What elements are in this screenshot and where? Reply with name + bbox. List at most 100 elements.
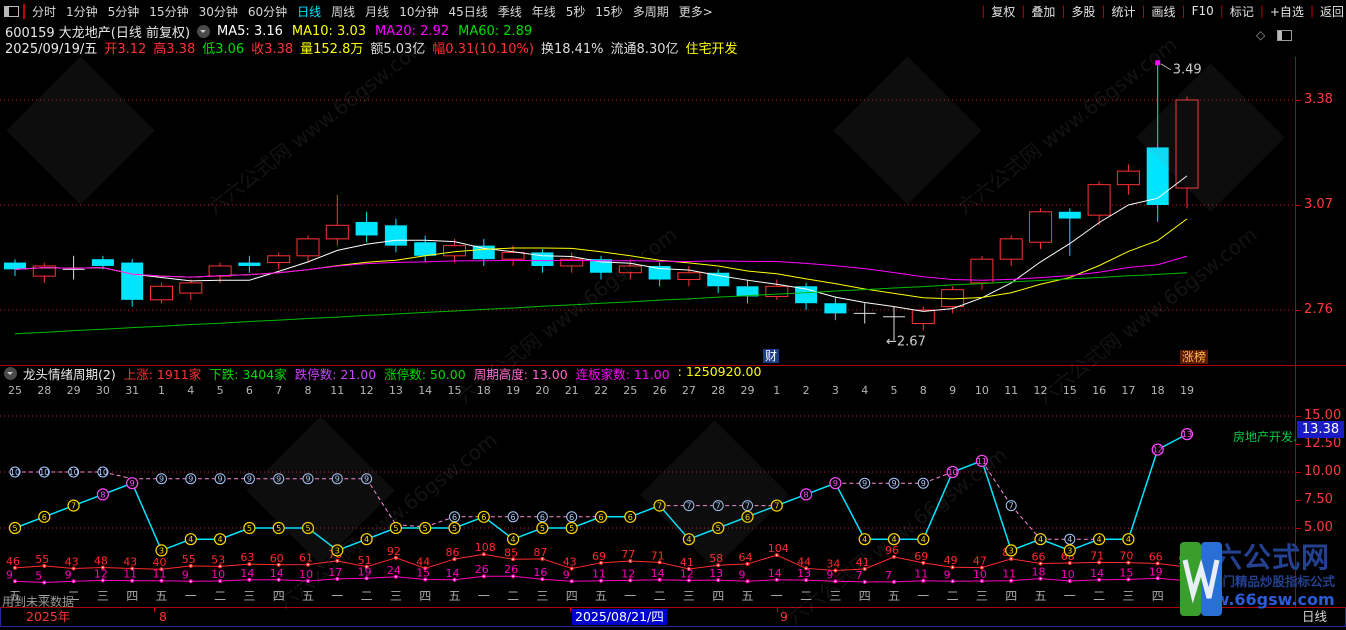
period-tab-15分钟[interactable]: 15分钟 xyxy=(149,4,189,19)
svg-text:5: 5 xyxy=(305,524,310,533)
svg-text:12: 12 xyxy=(94,567,108,580)
period-tab-多周期[interactable]: 多周期 xyxy=(632,4,669,19)
svg-text:7: 7 xyxy=(657,502,662,511)
svg-text:6: 6 xyxy=(745,513,750,522)
sentiment-axis-label: 15.00 xyxy=(1304,408,1342,423)
action-+自选[interactable]: +自选 xyxy=(1269,4,1304,19)
svg-text:9: 9 xyxy=(130,479,135,488)
diamond-marker-icon[interactable]: ◇ xyxy=(1256,28,1266,42)
svg-text:28: 28 xyxy=(711,384,725,397)
svg-text:9: 9 xyxy=(159,475,164,484)
svg-text:18: 18 xyxy=(477,384,491,397)
svg-text:7: 7 xyxy=(71,502,76,511)
period-tab-1分钟[interactable]: 1分钟 xyxy=(66,4,98,19)
svg-text:9: 9 xyxy=(218,475,223,484)
gainers-board-badge[interactable]: 涨榜 xyxy=(1180,350,1209,364)
period-tab-分时[interactable]: 分时 xyxy=(32,4,57,19)
action-统计[interactable]: 统计 xyxy=(1111,4,1136,19)
svg-text:43: 43 xyxy=(65,556,79,569)
svg-text:4: 4 xyxy=(921,535,926,544)
price-axis-line xyxy=(1295,57,1296,607)
svg-text:15: 15 xyxy=(448,384,462,397)
svg-text:21: 21 xyxy=(565,384,579,397)
period-tab-日线[interactable]: 日线 xyxy=(297,4,322,19)
svg-text:5: 5 xyxy=(276,524,281,533)
action-标记[interactable]: 标记 xyxy=(1229,4,1254,19)
action-返回[interactable]: 返回 xyxy=(1319,4,1344,19)
svg-text:25: 25 xyxy=(8,384,22,397)
svg-text:9: 9 xyxy=(833,479,838,488)
svg-text:18: 18 xyxy=(1151,384,1165,397)
logo-url: www.66gsw.com xyxy=(1185,590,1335,609)
period-tab-月线[interactable]: 月线 xyxy=(365,4,390,19)
svg-text:四: 四 xyxy=(273,589,285,603)
period-tab-5分钟[interactable]: 5分钟 xyxy=(107,4,140,19)
toolbar-divider xyxy=(23,3,25,19)
year-label[interactable]: 2025年 xyxy=(26,609,71,624)
action-多股[interactable]: 多股 xyxy=(1071,4,1096,19)
svg-text:4: 4 xyxy=(364,535,369,544)
action-画线[interactable]: 画线 xyxy=(1151,4,1176,19)
svg-text:8: 8 xyxy=(305,384,312,397)
svg-text:15: 15 xyxy=(416,567,430,580)
svg-text:3.49: 3.49 xyxy=(1173,63,1202,78)
svg-text:13: 13 xyxy=(797,567,811,580)
sentiment-cycle-chart[interactable]: 25 28 29 30 31 1 4 5 6 7 8 11 12 13 14 15 18 19 20 21 22 25 26… xyxy=(0,382,1296,607)
svg-text:4: 4 xyxy=(1097,535,1102,544)
main-candlestick-chart[interactable]: 3.49 ←2.67 xyxy=(0,57,1346,365)
svg-text:11: 11 xyxy=(977,457,987,466)
svg-text:66: 66 xyxy=(1032,550,1046,563)
svg-text:14: 14 xyxy=(651,567,665,580)
svg-text:3: 3 xyxy=(335,546,340,555)
svg-text:9: 9 xyxy=(305,475,310,484)
window-layout-icon[interactable] xyxy=(4,5,19,17)
action-separator: | xyxy=(1309,4,1314,18)
timeline-status-bar[interactable]: 2025年 8 2025/08/21/四 9 日线 xyxy=(0,607,1346,627)
period-tab-45日线[interactable]: 45日线 xyxy=(448,4,488,19)
svg-text:三: 三 xyxy=(1122,589,1134,603)
collapse-chevron-icon[interactable] xyxy=(197,24,211,38)
period-tab-季线[interactable]: 季线 xyxy=(497,4,522,19)
svg-text:7: 7 xyxy=(856,569,863,582)
period-tab-5秒[interactable]: 5秒 xyxy=(565,4,586,19)
svg-text:7: 7 xyxy=(745,502,750,511)
svg-text:二: 二 xyxy=(800,589,812,603)
svg-text:二: 二 xyxy=(947,589,959,603)
sentiment-stats: 上涨: 1911家 下跌: 3404家 跌停数: 21.00 涨停数: 50.00 周期… xyxy=(124,364,770,383)
month-september-label[interactable]: 9 xyxy=(780,609,788,624)
svg-text:7: 7 xyxy=(716,502,721,511)
svg-text:28: 28 xyxy=(37,384,51,397)
svg-text:一: 一 xyxy=(1064,589,1076,603)
month-august-label[interactable]: 8 xyxy=(159,609,167,624)
period-tab-10分钟[interactable]: 10分钟 xyxy=(399,4,439,19)
svg-text:四: 四 xyxy=(566,589,578,603)
period-tab-60分钟[interactable]: 60分钟 xyxy=(247,4,288,19)
svg-text:69: 69 xyxy=(592,550,606,563)
panel-separator xyxy=(0,365,1346,366)
selected-date-label[interactable]: 2025/08/21/四 xyxy=(572,609,667,625)
period-tab-15秒[interactable]: 15秒 xyxy=(595,4,623,19)
period-tab-30分钟[interactable]: 30分钟 xyxy=(198,4,238,19)
sector-tag[interactable]: 房地产开发. xyxy=(1233,430,1297,444)
svg-text:一: 一 xyxy=(771,589,783,603)
quote-field: 住宅开发 xyxy=(685,42,738,57)
action-F10[interactable]: F10 xyxy=(1191,4,1214,18)
svg-text:9: 9 xyxy=(563,568,570,581)
svg-text:9: 9 xyxy=(944,568,951,581)
action-复权[interactable]: 复权 xyxy=(991,4,1016,19)
period-tab-更多>[interactable]: 更多> xyxy=(678,4,713,19)
sentiment-axis: 15.00 12.50 10.00 7.50 5.00 13.38 xyxy=(1296,365,1346,607)
split-view-icon[interactable] xyxy=(1277,29,1293,41)
period-tab-年线[interactable]: 年线 xyxy=(531,4,556,19)
svg-text:24: 24 xyxy=(387,564,401,577)
period-toolbar: 分时 1分钟 5分钟 15分钟 30分钟 60分钟 日线 周线 月线 10分钟 45日线 季线 年线 5秒… xyxy=(0,0,1346,22)
svg-text:5: 5 xyxy=(247,524,252,533)
svg-text:8: 8 xyxy=(100,490,105,499)
period-tab-周线[interactable]: 周线 xyxy=(331,4,356,19)
svg-text:9: 9 xyxy=(826,568,833,581)
action-叠加[interactable]: 叠加 xyxy=(1031,4,1056,19)
action-separator: | xyxy=(1181,4,1186,18)
svg-text:11: 11 xyxy=(914,568,928,581)
finance-news-badge[interactable]: 财 xyxy=(763,349,780,363)
sentiment-chevron-icon[interactable] xyxy=(4,367,17,380)
